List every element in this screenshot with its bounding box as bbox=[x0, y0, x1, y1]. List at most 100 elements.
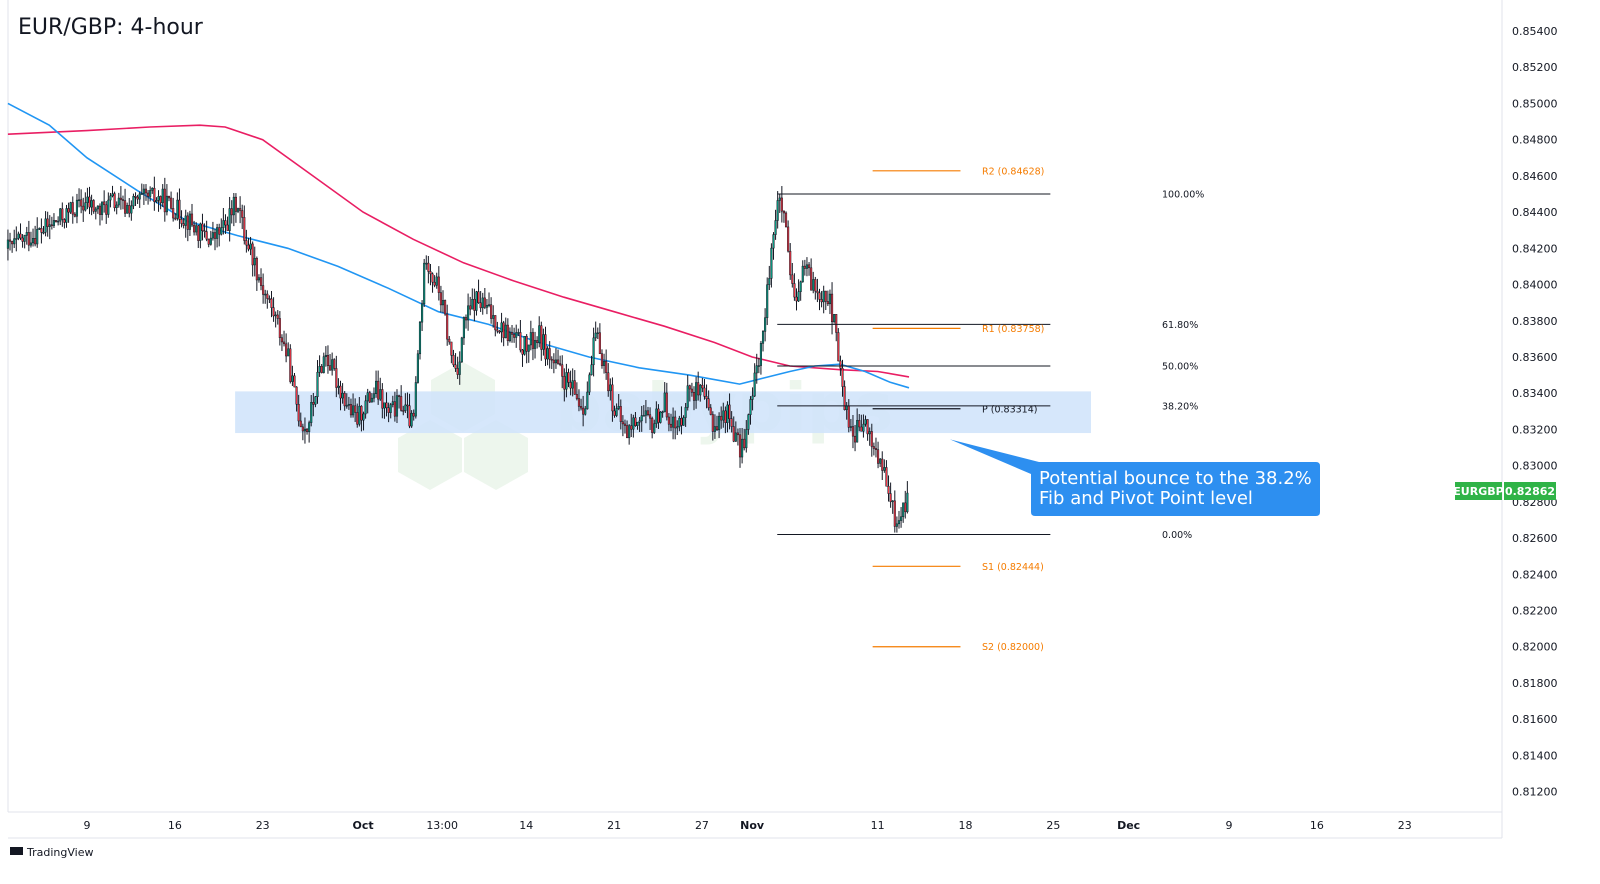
candle bbox=[584, 405, 587, 416]
candle-body bbox=[561, 364, 564, 377]
candle bbox=[653, 419, 656, 435]
candle bbox=[84, 192, 87, 212]
time-tick-label: Nov bbox=[740, 819, 765, 832]
candle-body bbox=[414, 382, 417, 417]
candle-body bbox=[663, 392, 666, 413]
candle-body bbox=[184, 215, 187, 226]
candle bbox=[822, 285, 825, 314]
candle-body bbox=[193, 224, 196, 233]
candle-body bbox=[165, 195, 168, 213]
candle-layer bbox=[6, 176, 909, 533]
candle bbox=[820, 291, 823, 308]
candle bbox=[772, 232, 775, 260]
candle-body bbox=[421, 303, 424, 323]
candle bbox=[82, 197, 85, 222]
candle bbox=[544, 326, 547, 366]
candle bbox=[176, 192, 179, 221]
candle bbox=[533, 331, 537, 359]
candle bbox=[479, 291, 482, 313]
candle-body bbox=[722, 410, 725, 421]
candle bbox=[195, 222, 198, 236]
candle bbox=[866, 419, 869, 441]
candle-body bbox=[757, 365, 760, 367]
candle bbox=[891, 500, 894, 514]
tradingview-logo[interactable]: TradingView bbox=[10, 846, 93, 859]
candle bbox=[94, 206, 97, 220]
candle bbox=[295, 386, 298, 412]
candle-body bbox=[410, 412, 413, 427]
candle bbox=[71, 196, 74, 224]
candle bbox=[326, 345, 330, 374]
candle-body bbox=[841, 367, 844, 387]
candle bbox=[594, 321, 597, 342]
candle-body bbox=[172, 208, 175, 219]
candle-body bbox=[416, 353, 419, 383]
candle-body bbox=[395, 395, 399, 417]
candle bbox=[435, 272, 438, 289]
candle-body bbox=[222, 220, 225, 228]
candle-body bbox=[38, 228, 41, 230]
candle-body bbox=[218, 227, 221, 235]
candle bbox=[324, 346, 327, 367]
current-price-text: 0.82862 bbox=[1505, 485, 1555, 498]
candle bbox=[389, 402, 392, 419]
candle-body bbox=[289, 348, 292, 382]
candle bbox=[337, 378, 340, 395]
candle bbox=[398, 394, 401, 409]
candle-body bbox=[839, 360, 842, 369]
candle bbox=[400, 385, 403, 412]
candle bbox=[404, 393, 407, 414]
candle-body bbox=[527, 344, 530, 352]
price-tick-label: 0.82200 bbox=[1512, 605, 1558, 618]
time-axis[interactable]: 9 16 23 Oct 13:00 14 21 27 Nov 11 18 25 Dec 9 16 23 bbox=[84, 819, 1412, 832]
candle-body bbox=[573, 380, 576, 395]
candle bbox=[92, 199, 95, 214]
candle-body bbox=[157, 196, 160, 201]
candle-body bbox=[314, 396, 317, 405]
candle bbox=[682, 415, 685, 426]
candle-body bbox=[282, 341, 286, 345]
candle-body bbox=[228, 208, 231, 231]
candle-body bbox=[96, 205, 99, 210]
candle-body bbox=[358, 405, 361, 425]
candle bbox=[427, 255, 430, 284]
candle bbox=[180, 210, 183, 228]
time-tick-label: 16 bbox=[1310, 819, 1324, 832]
candle-body bbox=[835, 314, 838, 333]
candle bbox=[849, 418, 852, 432]
candle-body bbox=[429, 271, 432, 275]
candle bbox=[816, 278, 819, 303]
candle-body bbox=[734, 432, 737, 442]
candle-body bbox=[268, 298, 271, 300]
candle bbox=[46, 211, 49, 237]
candle bbox=[65, 204, 68, 228]
candle-body bbox=[88, 196, 91, 208]
candle-body bbox=[178, 199, 181, 220]
candle-body bbox=[805, 264, 809, 269]
candle bbox=[531, 328, 534, 361]
candle-body bbox=[180, 219, 183, 224]
candle bbox=[525, 334, 528, 364]
price-tick-label: 0.85000 bbox=[1512, 97, 1558, 110]
candle bbox=[211, 221, 214, 241]
candle-body bbox=[425, 262, 428, 265]
candle bbox=[354, 398, 357, 422]
candle bbox=[48, 215, 51, 240]
candle-body bbox=[63, 219, 66, 223]
candle bbox=[881, 451, 884, 480]
price-tick-label: 0.84600 bbox=[1512, 170, 1558, 183]
candle-body bbox=[101, 201, 104, 215]
price-axis[interactable]: 0.85400 0.85200 0.85000 0.84800 0.84600 0.844… bbox=[1512, 25, 1558, 799]
candle-body bbox=[121, 199, 125, 201]
candle bbox=[111, 185, 114, 198]
candle-body bbox=[801, 265, 804, 283]
fib-level-label: 38.20% bbox=[1162, 401, 1198, 412]
candle-body bbox=[153, 187, 156, 203]
price-tick-label: 0.83200 bbox=[1512, 423, 1558, 436]
candle-body bbox=[506, 324, 509, 342]
candle bbox=[387, 402, 390, 423]
candle-body bbox=[324, 354, 327, 358]
candle-body bbox=[732, 426, 735, 442]
